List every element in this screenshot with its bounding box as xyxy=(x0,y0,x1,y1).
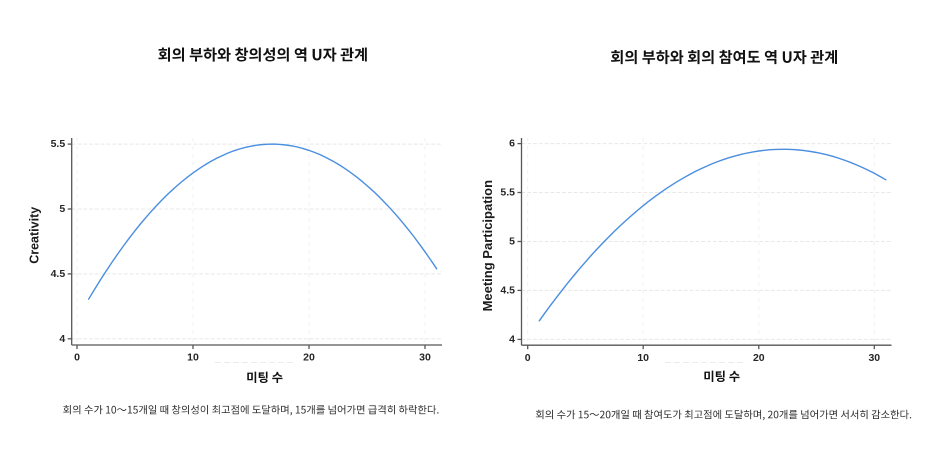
svg-text:4.5: 4.5 xyxy=(51,268,66,280)
svg-text:0: 0 xyxy=(525,352,531,364)
svg-text:30: 30 xyxy=(868,352,880,364)
svg-text:30: 30 xyxy=(419,352,431,364)
svg-text:5.5: 5.5 xyxy=(500,187,515,199)
svg-text:4.5: 4.5 xyxy=(500,284,515,296)
svg-text:5: 5 xyxy=(59,203,65,215)
svg-text:6: 6 xyxy=(509,138,515,150)
svg-text:10: 10 xyxy=(187,352,199,364)
svg-text:5.5: 5.5 xyxy=(51,138,66,150)
svg-text:20: 20 xyxy=(753,352,765,364)
svg-text:0: 0 xyxy=(74,352,80,364)
svg-text:10: 10 xyxy=(637,352,649,364)
svg-text:Creativity: Creativity xyxy=(27,207,41,264)
svg-text:4: 4 xyxy=(509,333,515,345)
svg-text:20: 20 xyxy=(303,352,315,364)
svg-text:5: 5 xyxy=(509,236,515,248)
svg-text:4: 4 xyxy=(59,333,65,345)
svg-text:Meeting Participation: Meeting Participation xyxy=(480,180,495,312)
